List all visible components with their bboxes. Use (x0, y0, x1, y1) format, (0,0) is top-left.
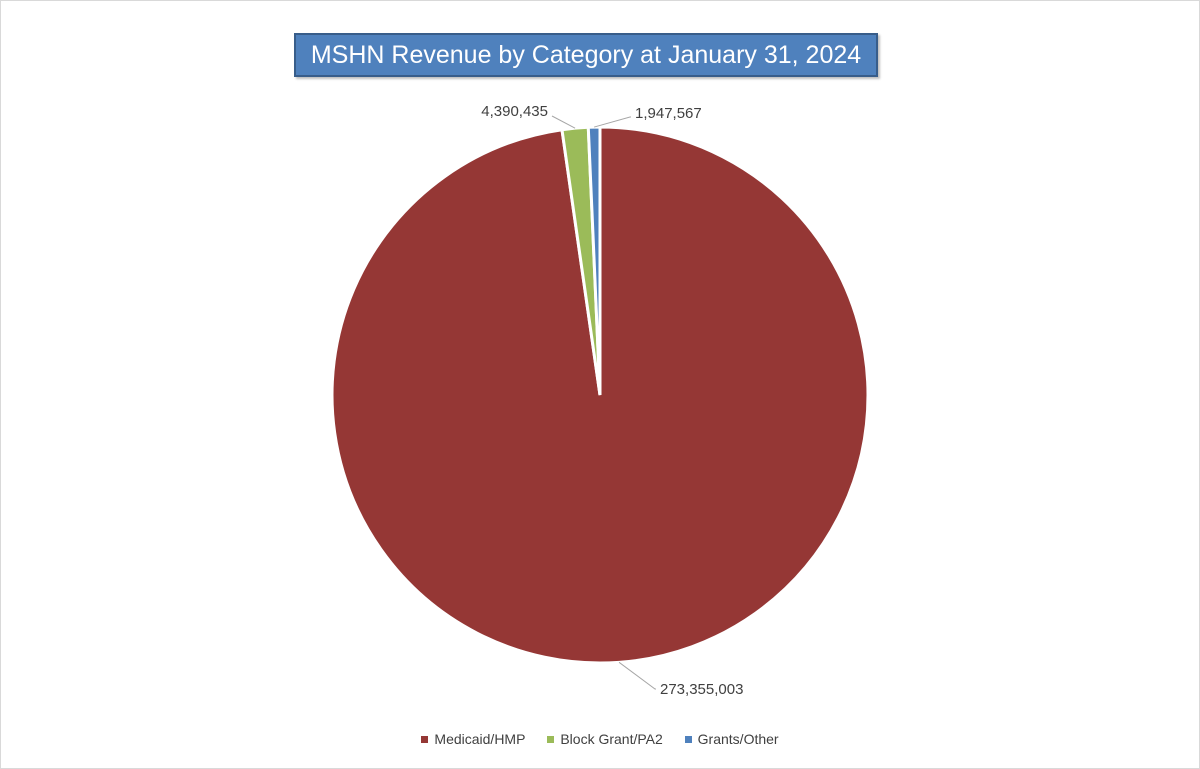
legend-swatch-block-grant (547, 736, 555, 743)
legend-label-medicaid: Medicaid/HMP (434, 731, 526, 747)
legend-swatch-grants-other (684, 736, 692, 743)
data-label-grants-other: 1,947,567 (635, 105, 702, 122)
legend-swatch-medicaid (421, 736, 429, 743)
chart-title: MSHN Revenue by Category at January 31, … (294, 33, 878, 77)
legend-label-grants-other: Grants/Other (697, 731, 779, 747)
legend-label-block-grant: Block Grant/PA2 (560, 731, 663, 747)
leader-line (551, 115, 576, 129)
legend-item-block-grant: Block Grant/PA2 (547, 731, 663, 747)
data-label-medicaid-hmp: 273,355,003 (660, 681, 743, 698)
slice-grants-other (586, 125, 602, 396)
data-label-block-grant-pa2: 4,390,435 (481, 103, 548, 120)
legend-item-grants-other: Grants/Other (684, 731, 779, 747)
legend-item-medicaid: Medicaid/HMP (421, 731, 525, 747)
leader-line (618, 661, 656, 690)
leader-line (594, 116, 631, 128)
legend: Medicaid/HMP Block Grant/PA2 Grants/Othe… (0, 731, 1200, 747)
